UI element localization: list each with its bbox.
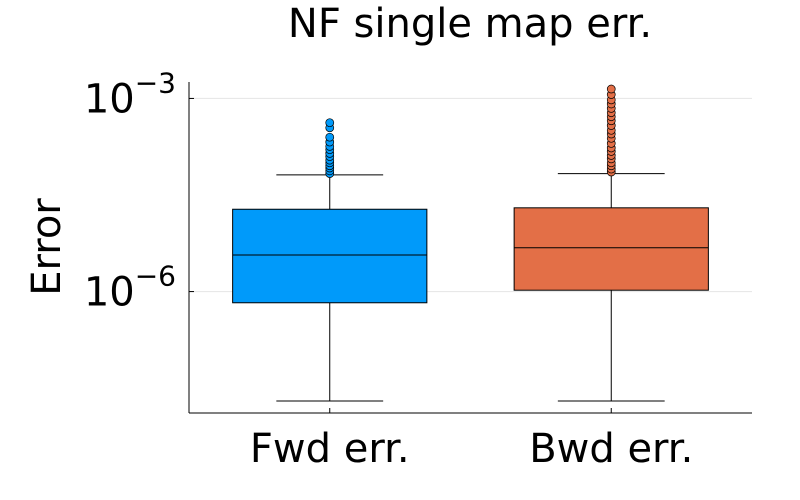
- x-ticks: Fwd err. Bwd err.: [250, 408, 693, 472]
- outlier-point: [325, 118, 335, 128]
- box-group: [232, 118, 428, 402]
- axes: [188, 82, 752, 414]
- chart-title: NF single map err.: [288, 1, 652, 47]
- box-body: [513, 207, 709, 291]
- y-tick-label: 10−3: [84, 66, 176, 122]
- y-tick-exponent: −6: [135, 260, 176, 293]
- y-ticks: 10−610−3: [84, 66, 194, 316]
- y-axis-label: Error: [24, 198, 70, 296]
- box-body: [232, 208, 428, 304]
- outlier-point: [325, 132, 335, 142]
- x-tick-label: Bwd err.: [529, 426, 693, 472]
- y-tick-base: 10: [84, 270, 135, 316]
- y-tick-exponent: −3: [135, 66, 176, 99]
- box-group: [513, 84, 709, 402]
- x-tick-label: Fwd err.: [250, 426, 410, 472]
- boxes: [232, 84, 709, 402]
- y-tick-label: 10−6: [84, 260, 176, 316]
- y-tick-base: 10: [84, 76, 135, 122]
- outlier-point: [606, 84, 616, 94]
